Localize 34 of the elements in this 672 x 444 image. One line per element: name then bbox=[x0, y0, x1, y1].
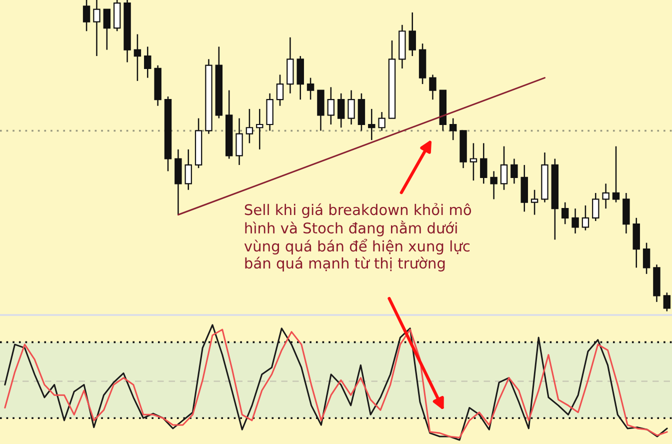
candlestick bbox=[449, 118, 457, 141]
candlestick bbox=[592, 192, 600, 222]
candlestick bbox=[306, 77, 314, 100]
candlestick bbox=[490, 170, 498, 200]
candlestick bbox=[408, 12, 416, 57]
candlestick bbox=[368, 108, 376, 141]
candlestick bbox=[429, 74, 436, 100]
candlestick bbox=[470, 142, 478, 182]
candlestick bbox=[246, 108, 254, 144]
candlestick bbox=[612, 146, 620, 203]
candlestick bbox=[561, 202, 569, 225]
candlestick bbox=[337, 92, 345, 128]
candlestick bbox=[103, 8, 111, 50]
candlestick bbox=[510, 158, 518, 184]
candlestick bbox=[572, 208, 579, 234]
candlestick bbox=[144, 46, 152, 78]
candlestick bbox=[663, 292, 671, 312]
annotation: Sell khi giá breakdown khỏi mô hình và Stoch đang nằm dưới vùng quá bán để hiện xung lực bán quá mạnh từ thị trường bbox=[244, 203, 472, 272]
candlestick bbox=[134, 34, 142, 82]
candlestick bbox=[642, 242, 650, 275]
candlestick bbox=[602, 183, 610, 210]
candlestick bbox=[93, 0, 100, 57]
candlestick bbox=[236, 118, 243, 166]
candlestick bbox=[276, 74, 284, 106]
candlestick bbox=[530, 189, 538, 216]
candlestick bbox=[582, 204, 590, 231]
candlestick bbox=[184, 148, 192, 190]
candlestick bbox=[348, 90, 355, 126]
candlestick bbox=[480, 142, 488, 184]
candlestick bbox=[378, 111, 386, 132]
candlestick bbox=[500, 146, 508, 190]
candlestick bbox=[327, 86, 335, 126]
candlestick bbox=[256, 108, 264, 150]
candlestick bbox=[82, 0, 90, 32]
